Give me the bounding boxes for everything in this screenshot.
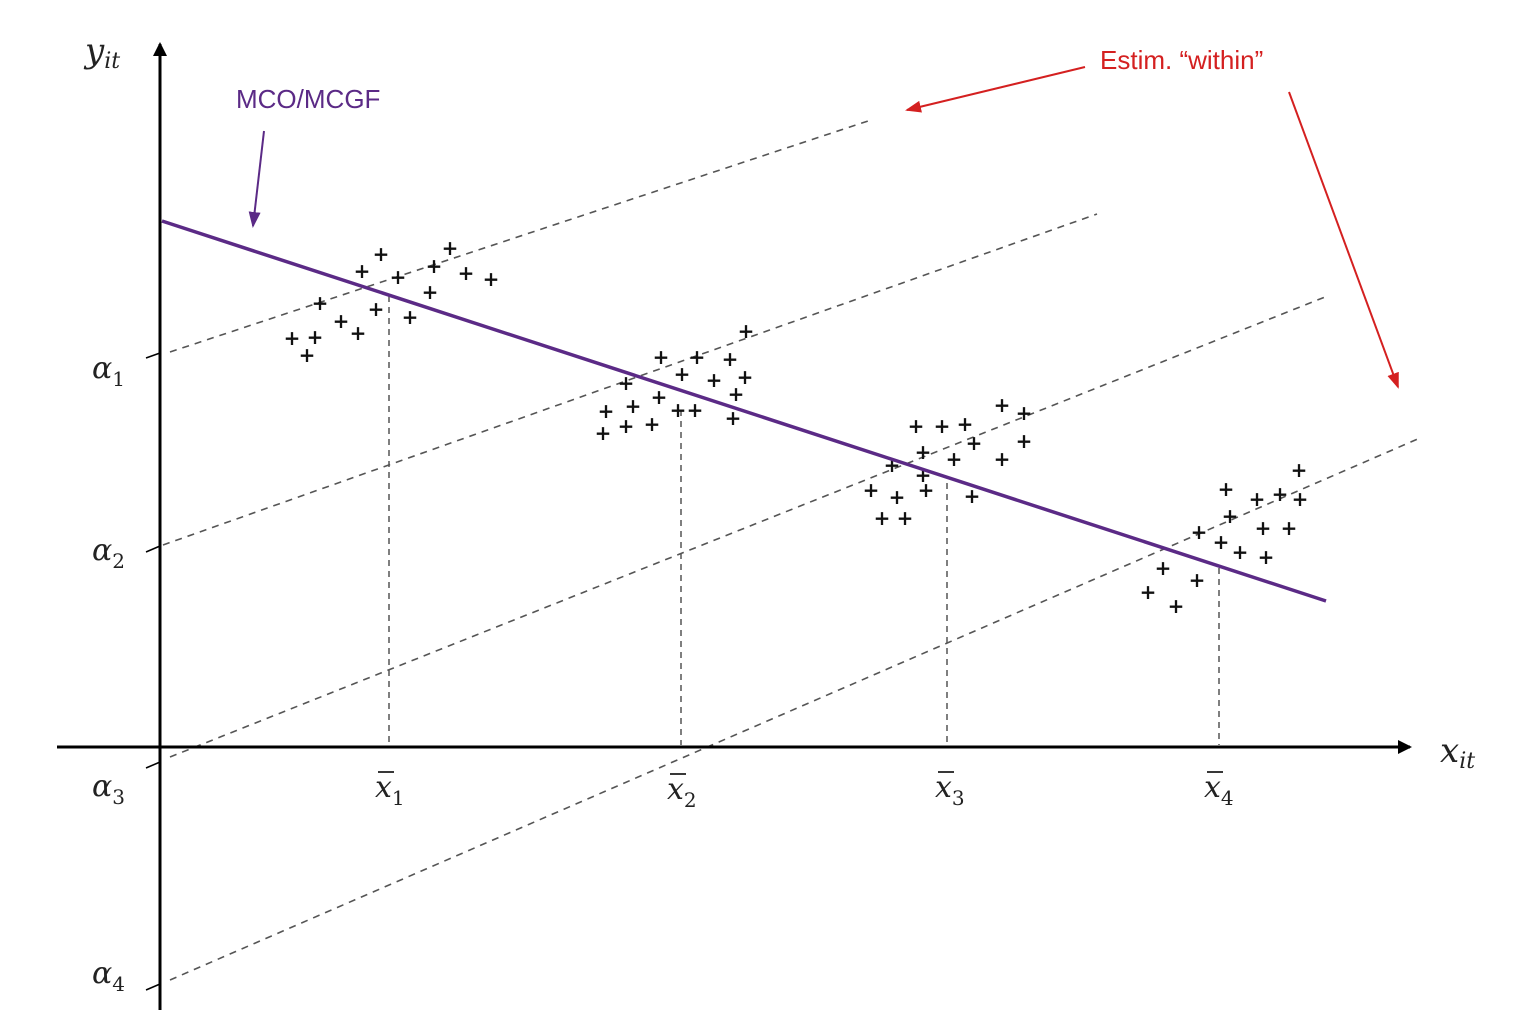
observation-marker: + xyxy=(918,478,935,502)
observation-marker: + xyxy=(966,431,983,455)
observation-marker: + xyxy=(1218,477,1235,501)
observation-marker: + xyxy=(738,319,755,343)
group-mean-label-1: x1 xyxy=(375,770,405,810)
observation-marker: + xyxy=(595,421,612,445)
observation-marker: + xyxy=(402,305,419,329)
observation-marker: + xyxy=(625,394,642,418)
intercept-label-4: α4 xyxy=(92,956,125,996)
svg-text:x3: x3 xyxy=(935,770,965,810)
observation-marker: + xyxy=(934,414,951,438)
observation-marker: + xyxy=(598,399,615,423)
observation-marker: + xyxy=(368,297,385,321)
observation-marker: + xyxy=(728,382,745,406)
within-annotation-label: Estim. “within” xyxy=(1100,45,1263,75)
observation-marker: + xyxy=(1189,568,1206,592)
observation-marker: + xyxy=(874,506,891,530)
observation-marker: + xyxy=(964,484,981,508)
observation-marker: + xyxy=(458,261,475,285)
observation-marker: + xyxy=(1016,401,1033,425)
observation-marker: + xyxy=(284,326,301,350)
observation-marker: + xyxy=(706,368,723,392)
within-annotation-arrow-right xyxy=(1288,91,1399,389)
observation-marker: + xyxy=(737,365,754,389)
intercept-ticks xyxy=(145,352,161,991)
svg-text:x1: x1 xyxy=(375,770,405,810)
within-line-4 xyxy=(169,437,1421,981)
group-mean-label-2: x2 xyxy=(667,772,697,812)
observation-marker: + xyxy=(618,414,635,438)
observation-marker: + xyxy=(354,259,371,283)
observation-marker: + xyxy=(312,291,329,315)
intercept-tick-2 xyxy=(145,545,161,553)
observation-marker: + xyxy=(422,280,439,304)
observation-marker: + xyxy=(897,506,914,530)
within-line-1 xyxy=(169,120,869,353)
observation-marker: + xyxy=(644,412,661,436)
intercept-label-3: α3 xyxy=(92,769,125,809)
observation-marker: + xyxy=(1232,540,1249,564)
observation-marker: + xyxy=(1258,545,1275,569)
observation-marker: + xyxy=(915,440,932,464)
observation-marker: + xyxy=(863,478,880,502)
mean-drop-lines xyxy=(388,296,1220,745)
observation-marker: + xyxy=(1292,487,1309,511)
group-mean-label-3: x3 xyxy=(935,770,965,810)
observation-marker: + xyxy=(350,321,367,345)
observation-marker: + xyxy=(1281,516,1298,540)
observation-marker: + xyxy=(1249,487,1266,511)
observation-marker: + xyxy=(483,267,500,291)
svg-text:x2: x2 xyxy=(667,772,697,812)
observation-marker: + xyxy=(426,254,443,278)
observation-marker: + xyxy=(994,393,1011,417)
observation-marker: + xyxy=(333,309,350,333)
observation-marker: + xyxy=(442,236,459,260)
observation-marker: + xyxy=(670,398,687,422)
observation-marker: + xyxy=(1255,516,1272,540)
observation-marker: + xyxy=(957,412,974,436)
observation-marker: + xyxy=(946,447,963,471)
observation-marker: + xyxy=(390,265,407,289)
observation-marker: + xyxy=(651,385,668,409)
observation-marker: + xyxy=(618,371,635,395)
y-axis-label: yit xyxy=(83,31,120,74)
svg-text:x4: x4 xyxy=(1204,770,1234,810)
observation-marker: + xyxy=(1016,429,1033,453)
observation-marker: + xyxy=(889,485,906,509)
observation-marker: + xyxy=(1272,482,1289,506)
intercept-label-2: α2 xyxy=(92,533,125,573)
observation-marker: + xyxy=(1222,504,1239,528)
within-line-2 xyxy=(162,213,1098,546)
intercept-tick-3 xyxy=(145,761,161,769)
observation-marker: + xyxy=(994,447,1011,471)
observation-marker: + xyxy=(1291,458,1308,482)
intercept-label-1: α1 xyxy=(92,351,125,391)
observation-marker: + xyxy=(653,345,670,369)
observation-marker: + xyxy=(1168,594,1185,618)
observation-marker: + xyxy=(689,345,706,369)
observation-marker: + xyxy=(908,414,925,438)
observation-marker: + xyxy=(1140,580,1157,604)
observation-marker: + xyxy=(299,343,316,367)
observation-marker: + xyxy=(1213,530,1230,554)
observation-marker: + xyxy=(1191,520,1208,544)
observations: + ++ + + + ++ ++++ ++ ++++ + ++ + ++ +++ + + + ++ +++ ++ + ++… xyxy=(284,236,1309,618)
x-axis-label: xit xyxy=(1440,731,1475,774)
within-annotation-arrow-left xyxy=(905,66,1086,113)
within-lines xyxy=(162,120,1421,981)
intercept-tick-1 xyxy=(145,352,161,359)
observation-marker: + xyxy=(722,347,739,371)
observation-marker: + xyxy=(687,398,704,422)
observation-marker: + xyxy=(674,362,691,386)
ols-annotation-label: MCO/MCGF xyxy=(236,84,380,114)
group-mean-label-4: x4 xyxy=(1204,770,1234,810)
observation-marker: + xyxy=(307,325,324,349)
observation-marker: + xyxy=(725,406,742,430)
ols-annotation-arrow xyxy=(248,130,265,228)
observation-marker: + xyxy=(373,242,390,266)
intercept-tick-4 xyxy=(145,983,161,991)
ols-regression-line xyxy=(161,219,1327,603)
observation-marker: + xyxy=(1155,556,1172,580)
